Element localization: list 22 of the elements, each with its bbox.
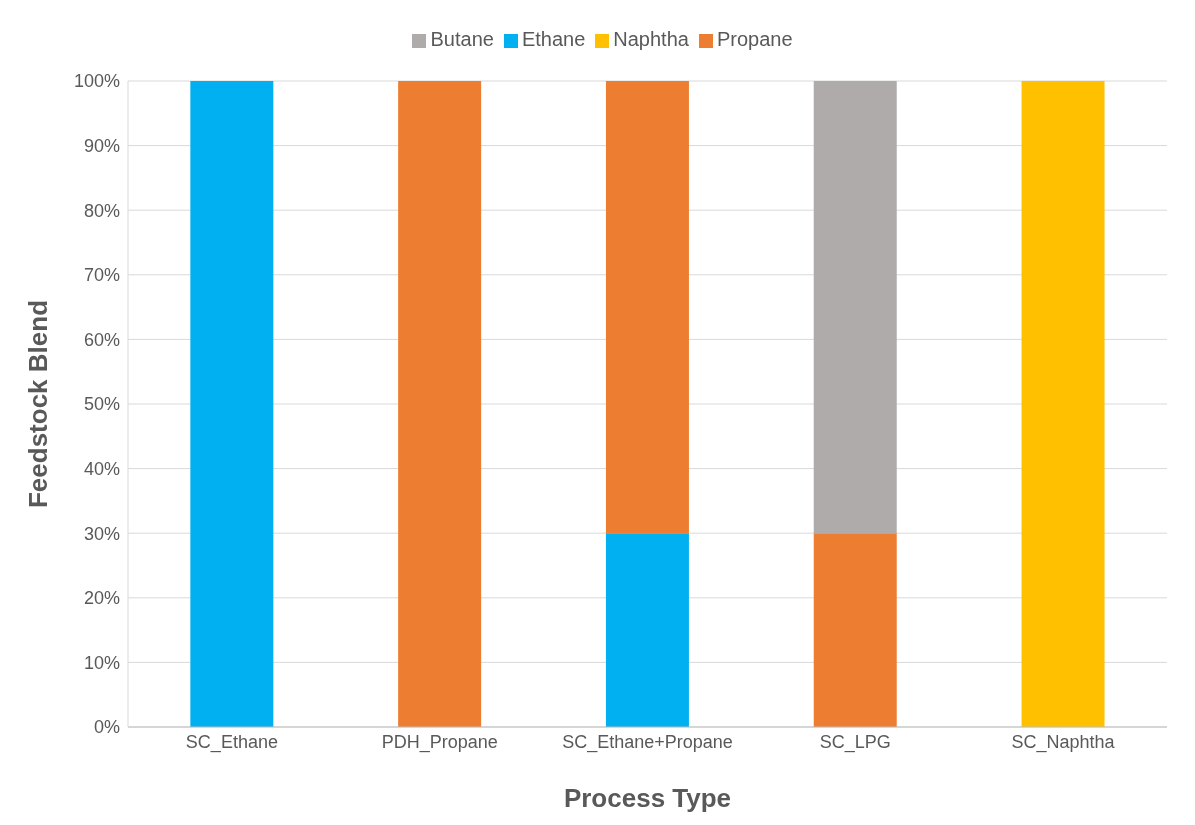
x-tick-label: SC_Naphtha bbox=[1011, 731, 1116, 753]
x-tick-label: SC_Ethane bbox=[185, 731, 278, 753]
x-axis-title: Process Type bbox=[563, 783, 732, 813]
x-tick-label: PDH_Propane bbox=[381, 731, 498, 753]
y-tick-label: 50% bbox=[83, 394, 120, 415]
legend-label: Butane bbox=[430, 28, 494, 50]
y-tick-label: 40% bbox=[83, 458, 120, 479]
legend-label: Naphtha bbox=[613, 28, 689, 50]
legend-label: Ethane bbox=[521, 28, 586, 50]
y-axis-title: Feedstock Blend bbox=[23, 299, 54, 509]
y-tick-label: 20% bbox=[83, 588, 120, 609]
y-tick-label: 100% bbox=[73, 71, 120, 92]
y-tick-label: 80% bbox=[83, 200, 120, 221]
y-tick-label: 70% bbox=[83, 265, 120, 286]
y-tick-label: 0% bbox=[93, 717, 120, 738]
y-tick-label: 10% bbox=[83, 652, 120, 673]
y-tick-label: 90% bbox=[83, 135, 120, 156]
legend-label: Propane bbox=[716, 28, 793, 50]
y-tick-label: 60% bbox=[83, 329, 120, 350]
x-tick-label: SC_Ethane+Propane bbox=[562, 731, 733, 753]
y-tick-label: 30% bbox=[83, 523, 120, 544]
x-tick-label: SC_LPG bbox=[819, 731, 891, 753]
